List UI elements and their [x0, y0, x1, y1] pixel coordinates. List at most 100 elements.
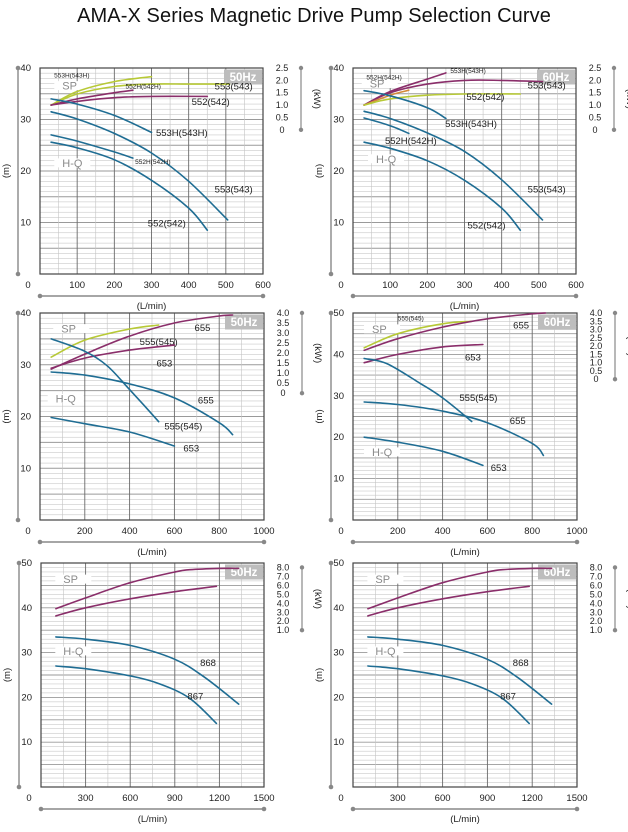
y-tick-label: 10	[333, 474, 344, 485]
y-tick-label: 50	[21, 558, 32, 569]
y2-tick-label: 1.5	[590, 349, 603, 359]
curve-label: 867	[187, 692, 203, 703]
plot-frame	[352, 312, 578, 521]
y2-tick-label: 3.0	[277, 607, 290, 617]
hq-curve-868-h-q	[367, 636, 553, 705]
curve-label: 653	[156, 358, 172, 369]
y-tick-label: 50	[333, 308, 344, 319]
y2-tick-label: 1.0	[590, 358, 603, 368]
x-axis-label: (L/min)	[450, 547, 480, 558]
y2-axis-label: (kW)	[312, 343, 323, 363]
y2-tick-label: 0.5	[276, 112, 289, 122]
y2-tick-label: 3.5	[590, 316, 603, 326]
grid	[39, 312, 265, 521]
y2-tick-label: 1.0	[277, 625, 290, 635]
y-tick-label: 30	[333, 648, 344, 659]
x-axis-end-dot	[350, 293, 356, 299]
y-axis-end-dot	[328, 271, 334, 277]
grid	[352, 562, 578, 788]
y2-axis-label: (kW)	[311, 89, 322, 109]
y-axis-label: (m)	[314, 409, 325, 423]
group-label-sp: SP	[62, 81, 77, 93]
hq-curve-552h-542h-h-q	[50, 134, 134, 159]
y-axis-end-dot	[328, 65, 334, 71]
y-tick-label: 20	[333, 432, 344, 443]
group-label-hq: H-Q	[62, 158, 83, 170]
x-tick-label: 0	[338, 793, 343, 804]
curve-label: 653	[491, 463, 507, 474]
y-axis-end-dot	[328, 560, 334, 566]
y-tick-label: 40	[333, 349, 344, 360]
y-axis-end-dot	[328, 310, 334, 316]
curve-label: 553(543)	[215, 185, 253, 196]
x-tick-label: 200	[390, 526, 406, 537]
y-axis-end-dot	[328, 784, 334, 790]
y2-tick-label: 2.0	[590, 341, 603, 351]
y2-tick-label: 1.0	[276, 100, 289, 110]
y2-tick-label: 2.0	[589, 75, 602, 85]
curve-label: 553(543)	[528, 185, 566, 196]
sp-curve-867	[367, 585, 530, 617]
y2-tick-label: 5.0	[277, 589, 290, 599]
curve-label: 553H(543H)	[445, 119, 497, 130]
curve-label: 555(545)	[140, 337, 178, 348]
x-axis-label: (L/min)	[137, 547, 167, 558]
y-axis-end-dot	[16, 784, 22, 790]
group-label-sp: SP	[370, 79, 385, 91]
x-axis-end-dot	[574, 539, 580, 545]
y-tick-label: 40	[21, 603, 32, 614]
group-label-hq: H-Q	[63, 646, 84, 658]
curve-label: 552H(542H)	[385, 136, 437, 147]
chart-chart-650-50hz: 50Hz 10 20 30 40 (m) 0 200 400 600 800 1000 (L/min) 4…	[1, 308, 323, 558]
sp-curve-655	[363, 312, 547, 352]
y-tick-label: 20	[333, 692, 344, 703]
y2-axis-end-dot	[299, 565, 305, 570]
y2-tick-label: 4.0	[277, 308, 290, 318]
hq-curve-552-542-h-q	[50, 141, 209, 231]
chart-chart-860-60hz: 60Hz 10 20 30 40 50 (m) 0 300 600 900 1200 1500 (L/mi…	[314, 558, 628, 825]
y2-tick-label: 3.0	[277, 328, 290, 338]
x-axis-end-dot	[350, 539, 356, 545]
sp-curve-552h-542h-	[50, 89, 134, 106]
y-axis-label: (m)	[314, 164, 325, 178]
curve-label: 867	[500, 692, 516, 703]
curve-label: 553H(543H)	[156, 128, 208, 139]
x-tick-label: 1000	[566, 526, 587, 537]
curve-label: 552(542)	[148, 219, 186, 230]
x-tick-label: 300	[457, 280, 473, 291]
y2-tick-label: 1.5	[589, 88, 602, 98]
curve-label: 553H(543H)	[450, 68, 485, 75]
sp-curve-868	[55, 567, 240, 610]
y2-tick-label: 0	[592, 125, 597, 135]
page-title: AMA-X Series Magnetic Drive Pump Selecti…	[77, 5, 551, 27]
sp-curve-553-543-	[363, 79, 544, 106]
y-tick-label: 20	[333, 166, 344, 177]
y-axis-label: (m)	[1, 164, 12, 178]
x-tick-label: 1500	[566, 793, 587, 804]
x-axis-label: (L/min)	[450, 301, 480, 312]
x-tick-label: 400	[181, 280, 197, 291]
curve-label: 553(543)	[215, 82, 253, 93]
y-axis-end-dot	[15, 310, 21, 316]
x-axis-end-dot	[574, 806, 580, 812]
y-tick-label: 10	[333, 218, 344, 229]
curve-label: 555(545)	[164, 421, 202, 432]
x-tick-label: 0	[338, 280, 343, 291]
y2-axis-end-dot	[612, 628, 618, 633]
x-axis-label: (L/min)	[450, 814, 480, 825]
curve-label: 552H(542H)	[125, 84, 160, 91]
frequency-badge	[225, 314, 263, 330]
x-tick-label: 1200	[522, 793, 543, 804]
x-tick-label: 0	[25, 280, 30, 291]
hq-curve-553-543-h-q	[50, 111, 229, 221]
y2-axis-end-dot	[612, 377, 618, 382]
y-axis-end-dot	[328, 517, 334, 523]
y2-tick-label: 8.0	[590, 562, 603, 572]
y2-tick-label: 8.0	[277, 562, 290, 572]
y-tick-label: 40	[333, 63, 344, 74]
group-label-hq: H-Q	[375, 646, 396, 658]
sp-curve-653	[50, 344, 176, 369]
plot-frame	[352, 562, 578, 788]
y2-tick-label: 1.5	[276, 88, 289, 98]
plot-frame	[39, 67, 264, 275]
